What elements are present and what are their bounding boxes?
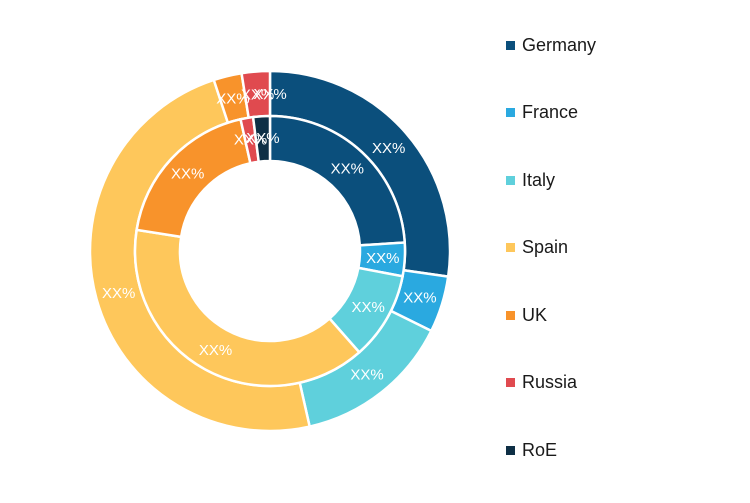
- outer-label-germany: XX%: [372, 140, 405, 157]
- legend: Germany France Italy Spain UK Russia RoE: [506, 30, 596, 503]
- legend-label: UK: [522, 304, 548, 325]
- inner-slice-roe: [251, 114, 272, 164]
- inner-label-italy: XX%: [351, 299, 384, 316]
- legend-swatch: [506, 40, 515, 50]
- legend-label: RoE: [522, 439, 558, 460]
- legend-label: Spain: [522, 237, 569, 257]
- legend-item-germany: Germany: [506, 30, 596, 60]
- legend-item-spain: Spain: [506, 233, 596, 263]
- legend-swatch: [506, 108, 515, 117]
- outer-label-russia: XX%: [241, 86, 274, 103]
- outer-label-italy: XX%: [350, 366, 383, 383]
- legend-swatch: [506, 310, 515, 320]
- inner-slice-spain: [133, 228, 362, 388]
- legend-label: Italy: [522, 169, 556, 190]
- inner-label-germany: XX%: [331, 161, 364, 178]
- legend-label: Germany: [522, 34, 597, 55]
- outer-label-uk: XX%: [216, 90, 249, 107]
- slice-labels: XX%XX%XX%XX%XX%XX%XX%XX%XX%XX%XX%XX%XX%X…: [102, 86, 437, 383]
- outer-label-france: XX%: [403, 290, 436, 307]
- legend-item-uk: UK: [506, 300, 596, 330]
- legend-item-italy: Italy: [506, 165, 596, 195]
- legend-item-roe: RoE: [506, 435, 596, 465]
- inner-ring: [133, 114, 407, 388]
- legend-swatch: [506, 243, 515, 252]
- inner-label-uk: XX%: [171, 166, 204, 183]
- legend-swatch: [506, 175, 515, 185]
- legend-label: France: [522, 102, 579, 122]
- outer-label-spain: XX%: [102, 285, 135, 302]
- outer-label-roe: XX%: [253, 86, 286, 103]
- inner-label-france: XX%: [366, 250, 399, 267]
- legend-swatch: [506, 378, 515, 387]
- inner-label-roe: XX%: [246, 130, 279, 147]
- legend-label: Russia: [522, 372, 578, 392]
- legend-item-france: France: [506, 98, 596, 128]
- inner-label-spain: XX%: [199, 342, 232, 359]
- legend-item-russia: Russia: [506, 368, 596, 398]
- inner-label-russia: XX%: [234, 132, 267, 149]
- legend-swatch: [506, 445, 515, 455]
